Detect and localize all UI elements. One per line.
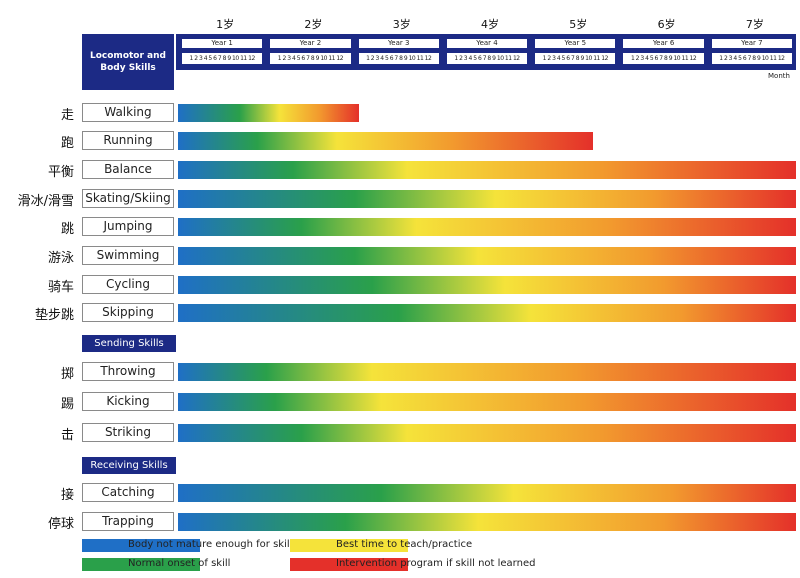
header-title-line1: Locomotor and: [90, 51, 166, 61]
skill-bar: [178, 513, 796, 531]
skill-label-cn: 骑车: [47, 280, 74, 295]
skill-label-en: Cycling: [82, 275, 174, 294]
legend-swatch-green: [82, 558, 200, 571]
skill-label-cn: 平衡: [47, 165, 74, 180]
legend-label: Normal onset of skill: [128, 558, 231, 569]
age-label: 7岁: [745, 18, 764, 31]
skill-label-cn: 踢: [60, 397, 74, 412]
section-header-sending: Sending Skills: [82, 335, 176, 352]
year-label: Year 5: [534, 38, 617, 49]
legend-swatch-yellow: [290, 539, 408, 552]
skill-bar: [178, 393, 796, 411]
skill-label-en: Kicking: [82, 392, 174, 411]
skill-bar: [178, 247, 796, 265]
month-axis-label: Month: [768, 72, 790, 80]
year-label: Year 6: [622, 38, 705, 49]
skill-label-en: Trapping: [82, 512, 174, 531]
skill-label-cn: 跳: [60, 222, 74, 237]
skill-label-cn: 跑: [60, 136, 74, 151]
skill-label-en: Catching: [82, 483, 174, 502]
age-label: 3岁: [392, 18, 411, 31]
skill-label-en: Throwing: [82, 362, 174, 381]
skill-label-cn: 接: [60, 488, 74, 503]
skill-label-en: Jumping: [82, 217, 174, 236]
skill-bar: [178, 161, 796, 179]
skill-label-en: Striking: [82, 423, 174, 442]
skill-bar: [178, 104, 359, 122]
legend-swatch-blue: [82, 539, 200, 552]
skill-bar: [178, 276, 796, 294]
skill-label-en: Skating/Skiing: [82, 189, 174, 208]
skill-label-cn: 游泳: [47, 251, 74, 266]
skill-label-cn: 走: [60, 108, 74, 123]
skill-label-en: Balance: [82, 160, 174, 179]
legend-label: Body not mature enough for skill: [128, 539, 293, 550]
age-label: 6岁: [657, 18, 676, 31]
legend-label: Best time to teach/practice: [336, 539, 473, 550]
skill-bar: [178, 218, 796, 236]
skill-label-cn: 掷: [60, 367, 74, 382]
month-ticks: 1 2 3 4 5 6 7 8 9 10 11 12: [534, 52, 617, 65]
skill-label-cn: 停球: [47, 517, 74, 532]
month-ticks: 1 2 3 4 5 6 7 8 9 10 11 12: [622, 52, 705, 65]
month-ticks: 1 2 3 4 5 6 7 8 9 10 11 12: [269, 52, 352, 65]
year-label: Year 4: [445, 38, 529, 49]
skill-bar: [178, 190, 796, 208]
skill-bar: [178, 484, 796, 502]
skill-bar: [178, 363, 796, 381]
skill-label-en: Swimming: [82, 246, 174, 265]
year-label: Year 7: [710, 38, 793, 49]
year-label: Year 3: [357, 38, 440, 49]
age-label: 1岁: [216, 18, 235, 31]
header-title-block: Locomotor and Body Skills: [82, 34, 174, 90]
skill-bar: [178, 132, 593, 150]
age-label: 5岁: [569, 18, 588, 31]
year-label: Year 1: [181, 38, 264, 49]
month-ticks: 1 2 3 4 5 6 7 8 9 10 11 12: [445, 52, 529, 65]
month-ticks: 1 2 3 4 5 6 7 8 9 10 11 12: [357, 52, 440, 65]
month-ticks: 1 2 3 4 5 6 7 8 9 10 11 12: [181, 52, 264, 65]
skill-bar: [178, 304, 796, 322]
age-label: 4岁: [481, 18, 499, 31]
skill-label-en: Skipping: [82, 303, 174, 322]
legend-label: Intervention program if skill not learne…: [336, 558, 536, 569]
header-title-line2: Body Skills: [100, 63, 156, 73]
skill-bar: [178, 424, 796, 442]
skill-label-en: Running: [82, 131, 174, 150]
skill-label-cn: 击: [60, 428, 74, 443]
year-label: Year 2: [269, 38, 352, 49]
legend-swatch-red: [290, 558, 408, 571]
age-label: 2岁: [304, 18, 323, 31]
skill-label-cn: 滑冰/滑雪: [17, 194, 74, 209]
section-header-receiving: Receiving Skills: [82, 457, 176, 474]
skill-label-en: Walking: [82, 103, 174, 122]
month-ticks: 1 2 3 4 5 6 7 8 9 10 11 12: [710, 52, 793, 65]
skill-label-cn: 垫步跳: [34, 308, 74, 323]
